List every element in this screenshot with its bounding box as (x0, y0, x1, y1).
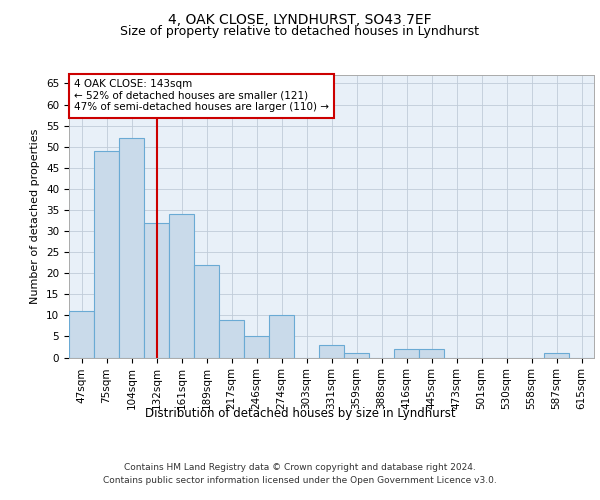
Bar (194, 264, 219, 358)
Y-axis label: Number of detached properties: Number of detached properties (31, 128, 40, 304)
Bar (344, 354, 369, 358)
Bar (219, 320, 244, 358)
Text: Contains public sector information licensed under the Open Government Licence v3: Contains public sector information licen… (103, 476, 497, 485)
Bar (169, 214, 194, 358)
Bar (69, 311, 94, 358)
Bar (319, 345, 344, 358)
Bar (269, 316, 294, 358)
Bar (94, 151, 119, 358)
Text: Contains HM Land Registry data © Crown copyright and database right 2024.: Contains HM Land Registry data © Crown c… (124, 462, 476, 471)
Bar (544, 354, 569, 358)
Text: Distribution of detached houses by size in Lyndhurst: Distribution of detached houses by size … (145, 408, 455, 420)
Bar (119, 138, 144, 358)
Text: Size of property relative to detached houses in Lyndhurst: Size of property relative to detached ho… (121, 25, 479, 38)
Text: 4, OAK CLOSE, LYNDHURST, SO43 7EF: 4, OAK CLOSE, LYNDHURST, SO43 7EF (168, 12, 432, 26)
Bar (394, 349, 419, 358)
Text: 4 OAK CLOSE: 143sqm
← 52% of detached houses are smaller (121)
47% of semi-detac: 4 OAK CLOSE: 143sqm ← 52% of detached ho… (74, 79, 329, 112)
Bar (419, 349, 444, 358)
Bar (144, 222, 169, 358)
Bar (244, 336, 269, 357)
